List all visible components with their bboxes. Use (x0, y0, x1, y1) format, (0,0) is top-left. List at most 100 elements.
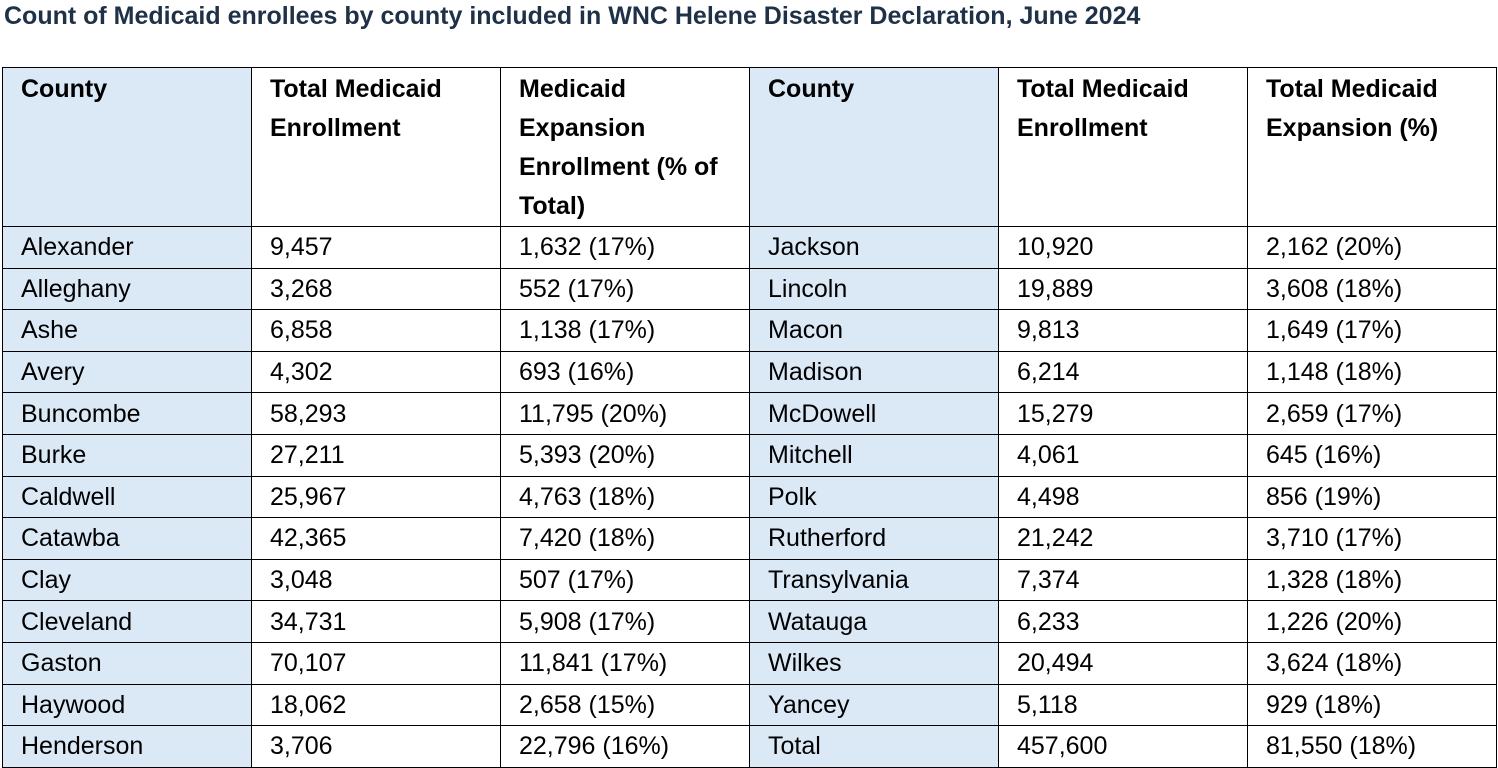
header-total-enrollment-right: Total Medicaid Enrollment (998, 67, 1248, 227)
expansion-cell: 1,226 (20%) (1247, 600, 1497, 643)
total-enrollment-cell: 457,600 (998, 725, 1248, 768)
county-cell: Total (749, 725, 999, 768)
expansion-cell: 81,550 (18%) (1247, 725, 1497, 768)
total-enrollment-cell: 4,302 (251, 350, 501, 394)
expansion-enrollment-cell: 1,632 (17%) (500, 226, 750, 269)
county-cell: Alexander (2, 226, 252, 269)
county-cell: Buncombe (2, 392, 252, 435)
county-cell: Burke (2, 433, 252, 477)
expansion-enrollment-cell: 693 (16%) (500, 350, 750, 394)
county-cell: Polk (749, 475, 999, 519)
expansion-cell: 3,710 (17%) (1247, 517, 1497, 560)
total-enrollment-cell: 9,457 (251, 226, 501, 269)
table-row: Catawba 42,365 7,420 (18%) Rutherford 21,242… (2, 517, 1497, 560)
total-enrollment-cell: 19,889 (998, 267, 1248, 311)
total-enrollment-cell: 15,279 (998, 392, 1248, 435)
county-cell: Catawba (2, 517, 252, 560)
county-cell: Alleghany (2, 267, 252, 311)
county-cell: Jackson (749, 226, 999, 269)
table-row: Buncombe 58,293 11,795 (20%) McDowell 15,279… (2, 392, 1497, 435)
total-enrollment-cell: 42,365 (251, 517, 501, 560)
table-row: Cleveland 34,731 5,908 (17%) Watauga 6,233 1,… (2, 600, 1497, 643)
table-row: Alexander 9,457 1,632 (17%) Jackson 10,920 2,… (2, 226, 1497, 269)
expansion-enrollment-cell: 11,795 (20%) (500, 392, 750, 435)
expansion-enrollment-cell: 5,908 (17%) (500, 600, 750, 643)
county-cell: Watauga (749, 600, 999, 643)
total-enrollment-cell: 3,268 (251, 267, 501, 311)
expansion-enrollment-cell: 4,763 (18%) (500, 475, 750, 519)
total-enrollment-cell: 4,061 (998, 433, 1248, 477)
county-cell: Rutherford (749, 517, 999, 560)
total-enrollment-cell: 34,731 (251, 600, 501, 643)
page-title: Count of Medicaid enrollees by county in… (4, 2, 1141, 30)
total-enrollment-cell: 7,374 (998, 558, 1248, 602)
county-cell: Clay (2, 558, 252, 602)
total-enrollment-cell: 6,858 (251, 309, 501, 352)
table-row: Haywood 18,062 2,658 (15%) Yancey 5,118 929 (… (2, 683, 1497, 727)
table-row: Henderson 3,706 22,796 (16%) Total 457,600 81… (2, 725, 1497, 768)
total-enrollment-cell: 58,293 (251, 392, 501, 435)
total-enrollment-cell: 9,813 (998, 309, 1248, 352)
county-cell: Gaston (2, 641, 252, 685)
total-enrollment-cell: 70,107 (251, 641, 501, 685)
expansion-enrollment-cell: 2,658 (15%) (500, 683, 750, 727)
total-enrollment-cell: 5,118 (998, 683, 1248, 727)
table-row: Avery 4,302 693 (16%) Madison 6,214 1,148 (18… (2, 350, 1497, 394)
expansion-enrollment-cell: 22,796 (16%) (500, 725, 750, 768)
county-cell: Yancey (749, 683, 999, 727)
header-county-left: County (2, 67, 252, 227)
expansion-cell: 2,659 (17%) (1247, 392, 1497, 435)
expansion-cell: 3,624 (18%) (1247, 641, 1497, 685)
header-total-enrollment-left: Total Medicaid Enrollment (251, 67, 501, 227)
expansion-enrollment-cell: 5,393 (20%) (500, 433, 750, 477)
county-cell: Transylvania (749, 558, 999, 602)
county-cell: Ashe (2, 309, 252, 352)
total-enrollment-cell: 20,494 (998, 641, 1248, 685)
county-cell: Madison (749, 350, 999, 394)
table-row: Ashe 6,858 1,138 (17%) Macon 9,813 1,649 (17%… (2, 309, 1497, 352)
expansion-enrollment-cell: 7,420 (18%) (500, 517, 750, 560)
header-expansion-enrollment-left: Medicaid Expansion Enrollment (% of Tota… (500, 67, 750, 227)
county-cell: Lincoln (749, 267, 999, 311)
expansion-cell: 1,148 (18%) (1247, 350, 1497, 394)
expansion-cell: 1,328 (18%) (1247, 558, 1497, 602)
county-cell: Macon (749, 309, 999, 352)
table-row: Caldwell 25,967 4,763 (18%) Polk 4,498 856 (1… (2, 475, 1497, 519)
total-enrollment-cell: 21,242 (998, 517, 1248, 560)
enrollment-table: County Total Medicaid Enrollment Medicai… (2, 67, 1497, 768)
total-enrollment-cell: 6,233 (998, 600, 1248, 643)
header-county-right: County (749, 67, 999, 227)
table-row: Gaston 70,107 11,841 (17%) Wilkes 20,494 3,62… (2, 641, 1497, 685)
county-cell: Wilkes (749, 641, 999, 685)
expansion-cell: 929 (18%) (1247, 683, 1497, 727)
expansion-cell: 856 (19%) (1247, 475, 1497, 519)
table-body: Alexander 9,457 1,632 (17%) Jackson 10,920 2,… (2, 226, 1497, 768)
expansion-cell: 3,608 (18%) (1247, 267, 1497, 311)
county-cell: Avery (2, 350, 252, 394)
county-cell: McDowell (749, 392, 999, 435)
county-cell: Mitchell (749, 433, 999, 477)
total-enrollment-cell: 25,967 (251, 475, 501, 519)
table-header: County Total Medicaid Enrollment Medicai… (2, 67, 1497, 227)
header-row: County Total Medicaid Enrollment Medicai… (2, 67, 1497, 227)
total-enrollment-cell: 18,062 (251, 683, 501, 727)
total-enrollment-cell: 10,920 (998, 226, 1248, 269)
expansion-enrollment-cell: 507 (17%) (500, 558, 750, 602)
table-row: Alleghany 3,268 552 (17%) Lincoln 19,889 3,60… (2, 267, 1497, 311)
total-enrollment-cell: 4,498 (998, 475, 1248, 519)
expansion-cell: 1,649 (17%) (1247, 309, 1497, 352)
total-enrollment-cell: 6,214 (998, 350, 1248, 394)
expansion-enrollment-cell: 1,138 (17%) (500, 309, 750, 352)
total-enrollment-cell: 27,211 (251, 433, 501, 477)
expansion-cell: 645 (16%) (1247, 433, 1497, 477)
expansion-cell: 2,162 (20%) (1247, 226, 1497, 269)
county-cell: Cleveland (2, 600, 252, 643)
table-row: Clay 3,048 507 (17%) Transylvania 7,374 1,328… (2, 558, 1497, 602)
table-row: Burke 27,211 5,393 (20%) Mitchell 4,061 645 (… (2, 433, 1497, 477)
total-enrollment-cell: 3,048 (251, 558, 501, 602)
county-cell: Haywood (2, 683, 252, 727)
expansion-enrollment-cell: 11,841 (17%) (500, 641, 750, 685)
county-cell: Henderson (2, 725, 252, 768)
total-enrollment-cell: 3,706 (251, 725, 501, 768)
county-cell: Caldwell (2, 475, 252, 519)
